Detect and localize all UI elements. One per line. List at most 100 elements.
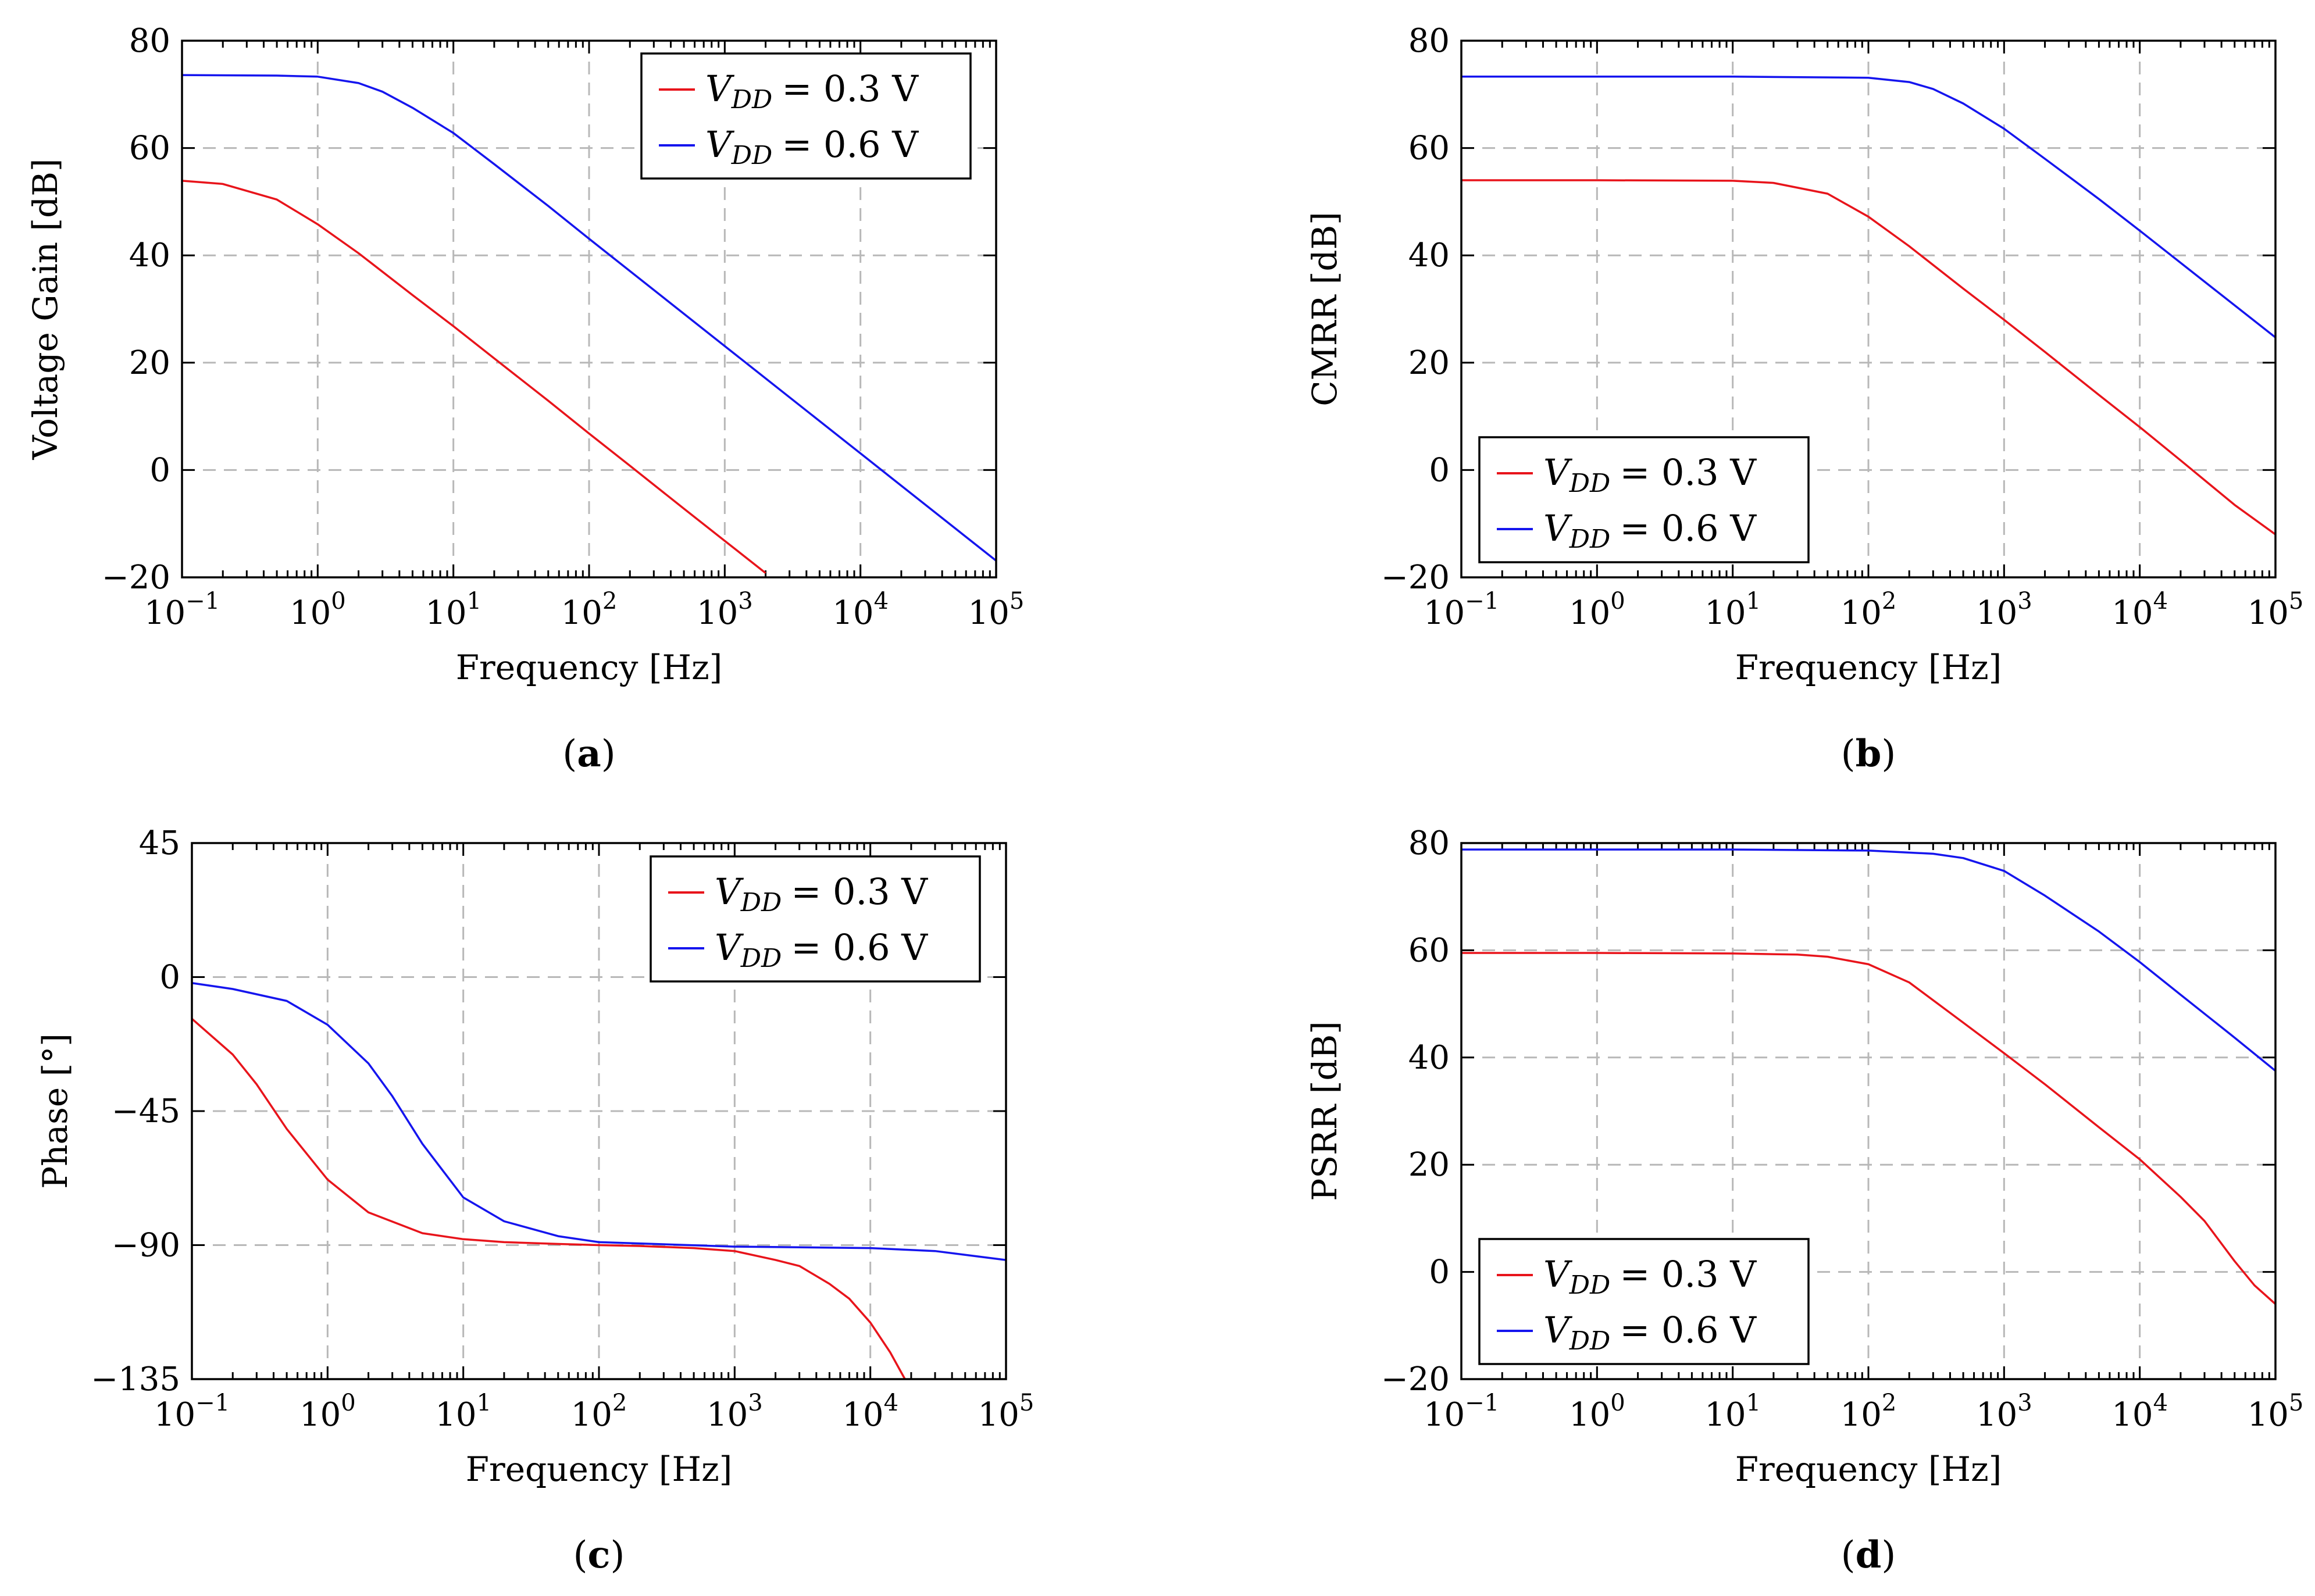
legend-var: V	[705, 123, 735, 166]
legend-value: = 0.3 V	[782, 67, 919, 110]
x-tick-label: 100	[299, 1390, 356, 1434]
x-tick-label: 101	[435, 1390, 491, 1434]
x-tick-base: 10	[1704, 594, 1746, 632]
legend-var: V	[715, 870, 744, 913]
series-group	[192, 981, 1006, 1379]
legend-label-vdd-0.3: VDD = 0.3 V	[715, 870, 928, 917]
x-tick-exponent: 1	[1746, 1390, 1761, 1416]
x-tick-base: 10	[1424, 594, 1465, 632]
legend-subscript: DD	[1569, 524, 1611, 554]
x-tick-exponent: −1	[186, 588, 220, 615]
legend-var: V	[715, 926, 744, 969]
x-tick-label: 102	[1840, 588, 1897, 632]
x-tick-exponent: 2	[612, 1390, 627, 1416]
x-tick-label: 105	[968, 588, 1025, 632]
panel-caption: (a)	[562, 732, 615, 776]
plot-frame	[1460, 40, 2277, 579]
y-tick-label: 20	[1408, 344, 1450, 382]
x-tick-exponent: 5	[1019, 1390, 1034, 1416]
y-tick-label: 60	[1408, 931, 1450, 969]
legend-label-vdd-0.6: VDD = 0.6 V	[1543, 507, 1757, 554]
y-tick-label: 20	[1408, 1146, 1450, 1184]
x-tick-label: 104	[2111, 588, 2168, 632]
legend-var: V	[1543, 1253, 1573, 1295]
y-tick-label: 0	[159, 959, 180, 997]
series-group	[1461, 76, 2275, 535]
y-tick-label: −90	[112, 1227, 180, 1265]
y-tick-label: 0	[149, 451, 170, 489]
x-tick-exponent: 3	[2017, 1390, 2032, 1416]
x-tick-base: 10	[707, 1396, 748, 1434]
x-tick-label: 105	[978, 1390, 1035, 1434]
x-tick-label: 101	[1704, 588, 1761, 632]
legend-value: = 0.3 V	[791, 870, 928, 913]
x-tick-exponent: 5	[2289, 1390, 2303, 1416]
legend-label-vdd-0.3: VDD = 0.3 V	[705, 67, 919, 115]
x-tick-label: 10−1	[1424, 1390, 1499, 1434]
x-tick-exponent: −1	[1465, 588, 1499, 615]
x-tick-exponent: 0	[331, 588, 345, 615]
legend-subscript: DD	[1569, 1326, 1611, 1356]
x-tick-base: 10	[832, 594, 873, 632]
legend-subscript: DD	[740, 888, 782, 917]
x-tick-label: 102	[571, 1390, 627, 1434]
y-tick-label: −20	[1381, 1361, 1450, 1398]
panel-caption-letter: c	[588, 1533, 611, 1577]
x-tick-base: 10	[1704, 1396, 1746, 1434]
legend-subscript: DD	[1569, 1270, 1611, 1300]
x-tick-exponent: 1	[477, 1390, 491, 1416]
x-tick-base: 10	[1840, 594, 1882, 632]
series-line-vdd-0.3	[1461, 179, 2275, 535]
legend-value: = 0.6 V	[782, 123, 919, 166]
y-tick-label: 60	[1408, 130, 1450, 167]
x-tick-base: 10	[697, 594, 738, 632]
series-line-vdd-0.3	[182, 180, 766, 574]
x-tick-base: 10	[1976, 1396, 2017, 1434]
y-tick-label: 40	[129, 237, 170, 274]
x-tick-base: 10	[290, 594, 331, 632]
x-tick-label: 105	[2248, 1390, 2304, 1434]
legend-label-vdd-0.3: VDD = 0.3 V	[1543, 1253, 1757, 1300]
x-tick-base: 10	[1424, 1396, 1465, 1434]
panel-caption: (c)	[573, 1533, 625, 1577]
legend-label-vdd-0.6: VDD = 0.6 V	[1543, 1309, 1757, 1356]
y-tick-label: −135	[91, 1361, 180, 1398]
x-tick-base: 10	[571, 1396, 612, 1434]
x-tick-label: 103	[697, 588, 753, 632]
x-tick-label: 103	[1976, 588, 2032, 632]
legend-var: V	[1543, 507, 1573, 549]
x-tick-label: 102	[1840, 1390, 1897, 1434]
legend-label-vdd-0.6: VDD = 0.6 V	[705, 123, 919, 170]
legend-var: V	[1543, 451, 1573, 494]
legend-value: = 0.6 V	[791, 926, 928, 969]
y-tick-label: 20	[129, 344, 170, 382]
legend-subscript: DD	[1569, 469, 1611, 498]
series-line-vdd-0.6	[1461, 76, 2275, 338]
x-tick-label: 103	[1976, 1390, 2032, 1434]
legend-var: V	[1543, 1309, 1573, 1351]
x-tick-label: 104	[2111, 1390, 2168, 1434]
plot-frame	[181, 40, 997, 579]
x-tick-base: 10	[1976, 594, 2017, 632]
x-tick-exponent: 2	[1882, 588, 1896, 615]
y-tick-label: 0	[1429, 451, 1450, 489]
x-tick-base: 10	[978, 1396, 1019, 1434]
y-axis-title: PSRR [dB]	[1305, 1021, 1344, 1201]
x-tick-exponent: 2	[602, 588, 617, 615]
x-tick-base: 10	[1840, 1396, 1882, 1434]
series-line-vdd-0.3	[192, 1017, 906, 1379]
x-tick-base: 10	[425, 594, 466, 632]
x-tick-label: 100	[1569, 1390, 1625, 1434]
x-tick-label: 104	[842, 1390, 898, 1434]
y-axis-title: CMRR [dB]	[1305, 212, 1344, 406]
legend-var: V	[705, 67, 735, 110]
legend-value: = 0.3 V	[1620, 1253, 1757, 1295]
x-axis-title: Frequency [Hz]	[456, 648, 723, 687]
x-tick-exponent: 1	[1746, 588, 1761, 615]
panel-caption-letter: b	[1856, 732, 1882, 776]
series-line-vdd-0.6	[192, 981, 1006, 1261]
x-tick-exponent: 3	[738, 588, 752, 615]
